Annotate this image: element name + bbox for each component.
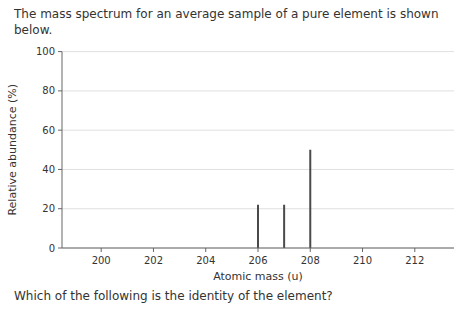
peak [283,205,285,248]
x-ticks: 200 202 204 206 208 210 212 [92,248,425,266]
grid-line [62,130,454,131]
y-tick [58,90,62,91]
peak [257,205,259,248]
chart-container: The mass spectrum for an average sample … [0,0,474,310]
grid-line [62,90,454,91]
x-tick [310,248,311,252]
y-tick-label: 0 [49,243,55,254]
y-tick [58,248,62,249]
annotation: Which of the following is the identity o… [14,289,333,303]
y-tick [58,208,62,209]
y-tick-label: 60 [42,125,55,136]
x-tick-label: 200 [92,255,111,266]
y-tick [58,130,62,131]
peaks [258,150,310,248]
y-tick [58,169,62,170]
x-tick-label: 210 [353,255,372,266]
grid [62,52,454,248]
y-tick [58,51,62,52]
y-tick-label: 20 [42,203,55,214]
x-axis-label: Atomic mass (u) [213,270,303,283]
y-tick-label: 80 [42,85,55,96]
y-tick-label: 100 [36,46,55,57]
x-tick-label: 206 [248,255,267,266]
x-tick [362,248,363,252]
x-tick-label: 212 [405,255,424,266]
x-tick [258,248,259,252]
title-line: below. [14,23,52,37]
x-tick [153,248,154,252]
y-axis-label: Relative abundance (%) [6,84,19,216]
y-tick-label: 40 [42,164,55,175]
x-tick [205,248,206,252]
y-axis-line [62,52,63,248]
y-ticks: 0 20 40 60 80 100 [36,46,62,253]
x-tick-label: 202 [144,255,163,266]
peak [309,150,311,248]
grid-line [62,169,454,170]
x-tick [101,248,102,252]
x-tick [414,248,415,252]
title-line: The mass spectrum for an average sample … [13,7,442,21]
grid-line [62,51,454,52]
chart: The mass spectrum for an average sample … [0,0,474,310]
x-tick-label: 208 [301,255,320,266]
x-tick-label: 204 [196,255,215,266]
title: The mass spectrum for an average sample … [13,7,442,37]
